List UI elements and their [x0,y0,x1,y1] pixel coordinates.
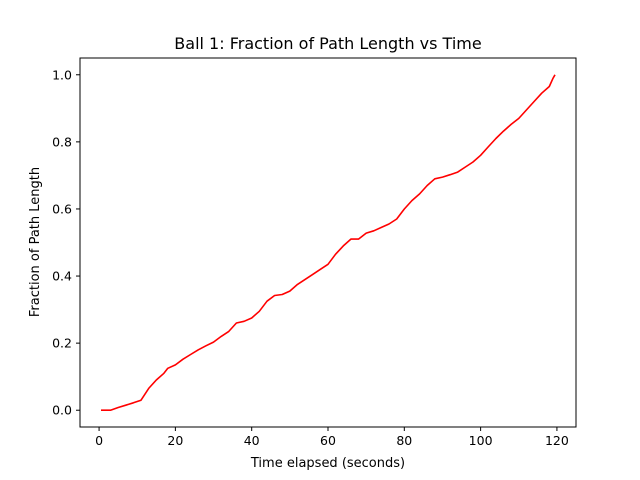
x-tick-label: 120 [545,433,569,448]
y-axis-label: Fraction of Path Length [28,167,43,317]
y-tick-label: 1.0 [52,67,72,82]
x-tick-label: 100 [469,433,493,448]
x-axis-label: Time elapsed (seconds) [250,456,405,471]
y-tick-label: 0.2 [52,336,72,351]
x-tick-label: 40 [244,433,260,448]
x-tick-label: 60 [320,433,336,448]
y-tick-label: 0.0 [52,403,72,418]
ticks-layer: 0 20 40 60 80 100 120 0.0 0.2 0.4 0.6 0.8 1.0 [52,67,569,448]
series-line [101,74,556,412]
x-tick-label: 20 [167,433,183,448]
x-tick-label: 0 [95,433,103,448]
y-tick-label: 0.4 [52,269,72,284]
series-layer [101,74,556,412]
y-tick-label: 0.6 [52,201,72,216]
axes-frame [79,57,577,428]
x-tick-label: 80 [396,433,412,448]
y-tick-label: 0.8 [52,134,72,149]
chart-title: Ball 1: Fraction of Path Length vs Time [174,34,481,53]
